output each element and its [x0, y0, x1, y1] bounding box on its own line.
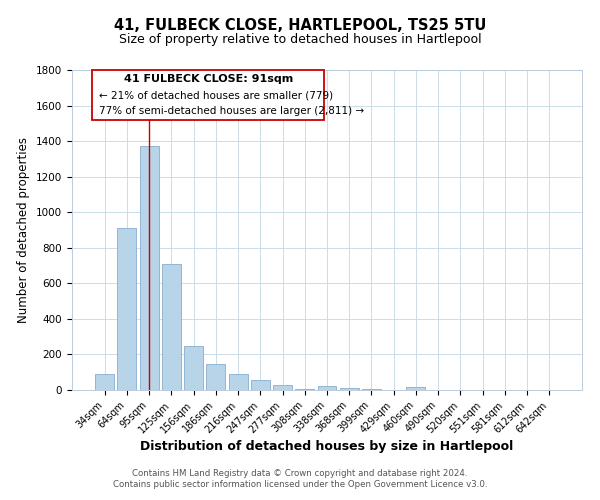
Text: Contains public sector information licensed under the Open Government Licence v3: Contains public sector information licen… — [113, 480, 487, 489]
Text: Size of property relative to detached houses in Hartlepool: Size of property relative to detached ho… — [119, 32, 481, 46]
Bar — [362, 389, 381, 390]
Y-axis label: Number of detached properties: Number of detached properties — [17, 137, 31, 323]
Bar — [95, 374, 114, 390]
Bar — [162, 264, 181, 390]
Text: 41 FULBECK CLOSE: 91sqm: 41 FULBECK CLOSE: 91sqm — [124, 74, 293, 84]
Bar — [340, 388, 359, 390]
Text: Contains HM Land Registry data © Crown copyright and database right 2024.: Contains HM Land Registry data © Crown c… — [132, 468, 468, 477]
Bar — [118, 228, 136, 390]
Bar — [295, 389, 314, 390]
Bar — [251, 380, 270, 390]
Bar — [206, 364, 225, 390]
Bar — [406, 388, 425, 390]
Bar — [184, 346, 203, 390]
Bar — [140, 146, 158, 390]
Bar — [229, 374, 248, 390]
Text: ← 21% of detached houses are smaller (779): ← 21% of detached houses are smaller (77… — [98, 90, 332, 100]
X-axis label: Distribution of detached houses by size in Hartlepool: Distribution of detached houses by size … — [140, 440, 514, 454]
Bar — [317, 386, 337, 390]
Text: 41, FULBECK CLOSE, HARTLEPOOL, TS25 5TU: 41, FULBECK CLOSE, HARTLEPOOL, TS25 5TU — [114, 18, 486, 32]
Bar — [273, 384, 292, 390]
Text: 77% of semi-detached houses are larger (2,811) →: 77% of semi-detached houses are larger (… — [98, 106, 364, 116]
FancyBboxPatch shape — [92, 70, 325, 119]
